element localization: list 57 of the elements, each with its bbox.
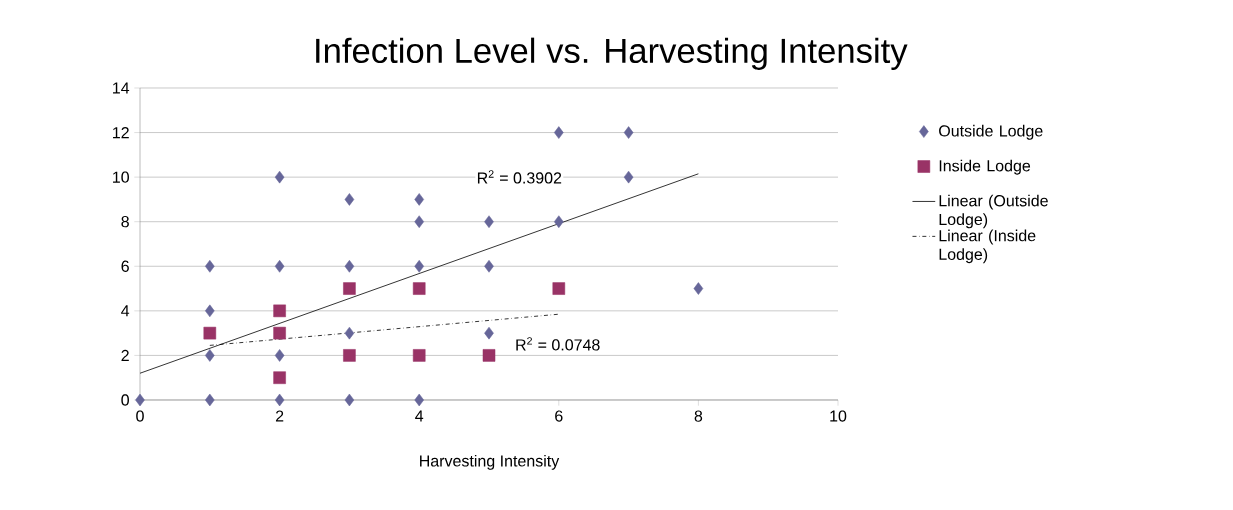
y-tick-label: 6 xyxy=(121,260,129,272)
point xyxy=(343,282,356,295)
point xyxy=(205,393,215,407)
point xyxy=(414,193,424,206)
point xyxy=(484,215,494,228)
chart-title: Infection Level vs. Harvesting Intensity xyxy=(316,37,908,70)
y-tick-label: 4 xyxy=(121,305,130,317)
point xyxy=(623,170,634,184)
x-tick-label: 0 xyxy=(136,410,144,422)
point xyxy=(484,326,494,340)
legend-label: Inside Lodge xyxy=(939,159,1031,175)
point xyxy=(203,326,217,340)
point xyxy=(205,304,215,318)
x-axis-title: Harvesting Intensity xyxy=(420,454,560,470)
legend-label: Linear (Outside Lodge) xyxy=(939,194,1048,229)
x-tick-label: 6 xyxy=(555,410,563,422)
point xyxy=(273,326,286,340)
point xyxy=(623,126,634,139)
point xyxy=(273,371,286,384)
point xyxy=(554,126,564,139)
x-tick-label: 4 xyxy=(415,410,424,422)
x-tick-label: 10 xyxy=(830,410,847,422)
y-tick-label: 12 xyxy=(113,126,129,139)
point xyxy=(205,260,215,273)
point xyxy=(693,282,704,295)
y-tick-label: 8 xyxy=(121,216,129,228)
x-tick-label: 2 xyxy=(275,410,284,422)
point xyxy=(274,170,285,184)
point xyxy=(274,260,285,273)
point xyxy=(414,393,424,407)
point xyxy=(554,215,564,228)
point xyxy=(344,260,355,273)
point xyxy=(412,282,426,295)
y-tick-label: 0 xyxy=(121,394,129,406)
point xyxy=(205,349,215,362)
point xyxy=(412,349,426,362)
point xyxy=(414,260,424,273)
y-tick-label: 14 xyxy=(113,82,130,94)
point xyxy=(414,215,424,228)
point xyxy=(344,326,355,340)
point xyxy=(274,349,285,362)
point xyxy=(482,349,496,362)
point xyxy=(274,393,285,407)
point xyxy=(344,393,355,407)
point xyxy=(552,282,566,295)
y-tick-label: 10 xyxy=(113,171,129,183)
point xyxy=(135,393,145,407)
annotation: R$^{2}$ = 0.0748 xyxy=(516,337,600,351)
legend-label: Outside Lodge xyxy=(939,124,1043,140)
point xyxy=(343,349,356,362)
point xyxy=(273,304,286,318)
point xyxy=(344,193,355,206)
y-tick-label: 2 xyxy=(121,349,129,361)
point xyxy=(484,260,494,273)
legend-label: Linear (Inside Lodge) xyxy=(939,229,1036,264)
x-tick-label: 8 xyxy=(694,410,703,422)
annotation: R$^{2}$ = 0.3902 xyxy=(477,170,562,184)
